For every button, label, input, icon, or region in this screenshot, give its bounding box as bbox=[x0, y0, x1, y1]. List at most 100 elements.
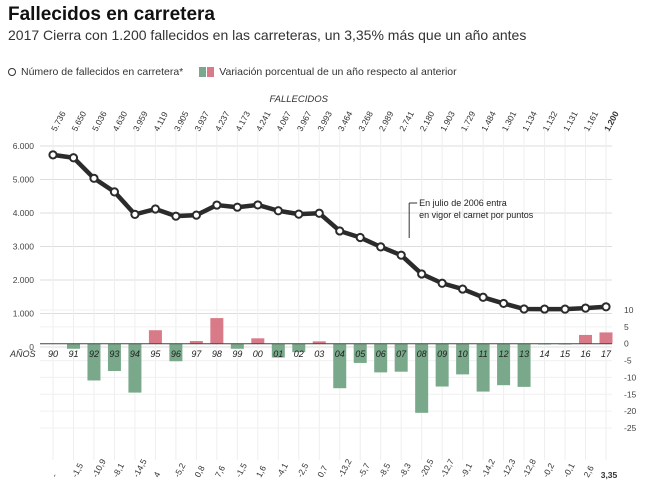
bar-value-label: 1,6 bbox=[254, 464, 269, 479]
bar bbox=[148, 330, 162, 344]
bar bbox=[476, 343, 490, 392]
line-point bbox=[580, 303, 591, 313]
bar-value-label: -12,7 bbox=[438, 457, 456, 479]
bar-value-label: -2,5 bbox=[295, 461, 311, 479]
line-value-label: 3.993 bbox=[315, 109, 334, 133]
bar-value-label: -14,5 bbox=[131, 457, 149, 479]
legend-bar-label: Variación porcentual de un año respecto … bbox=[219, 66, 457, 78]
line-series bbox=[52, 152, 607, 312]
bar bbox=[87, 343, 101, 381]
bar bbox=[374, 343, 388, 373]
x-tick-label: 06 bbox=[376, 349, 386, 359]
x-tick-label: 91 bbox=[68, 349, 78, 359]
x-tick-label: 11 bbox=[478, 349, 487, 359]
x-tick-label: 01 bbox=[273, 349, 283, 359]
chart-subtitle: 2017 Cierra con 1.200 fallecidos en las … bbox=[8, 27, 527, 43]
line-point bbox=[519, 304, 529, 314]
x-tick-label: 95 bbox=[150, 349, 161, 359]
bar-value-label: -10,9 bbox=[90, 457, 108, 479]
y-tick-label: 1.000 bbox=[13, 309, 35, 319]
line-point bbox=[376, 242, 386, 252]
y-tick-label: 5.000 bbox=[13, 175, 35, 185]
bar-value-label: 2,6 bbox=[581, 464, 596, 479]
bar bbox=[292, 343, 306, 353]
x-tick-label: 08 bbox=[417, 349, 427, 359]
line-value-label: 2.180 bbox=[418, 109, 437, 133]
bar-value-label: -1,5 bbox=[69, 461, 85, 479]
line-value-label: 1.729 bbox=[459, 109, 478, 133]
bar-value-label: 0,8 bbox=[192, 464, 207, 479]
bar bbox=[353, 343, 367, 363]
bar-value-label: -8,3 bbox=[397, 461, 413, 479]
bar bbox=[415, 343, 429, 413]
bar-value-label: 7,6 bbox=[213, 464, 228, 479]
y2-tick-label: -5 bbox=[624, 356, 632, 366]
line-point bbox=[437, 278, 447, 288]
line-point bbox=[171, 211, 181, 221]
x-tick-label: 96 bbox=[171, 349, 181, 359]
line-point bbox=[560, 304, 570, 314]
bar bbox=[107, 343, 121, 372]
x-tick-label: 99 bbox=[232, 349, 242, 359]
line-point bbox=[48, 150, 58, 160]
x-tick-label: 92 bbox=[89, 349, 99, 359]
x-tick-label: 17 bbox=[601, 349, 612, 359]
bar bbox=[66, 343, 80, 349]
line-value-label: 1.131 bbox=[561, 109, 580, 133]
y2-tick-label: 10 bbox=[624, 305, 634, 315]
top-axis-label: FALLECIDOS bbox=[270, 94, 329, 105]
y-tick-label: 6.000 bbox=[13, 141, 35, 151]
bar bbox=[169, 343, 183, 362]
bar bbox=[497, 343, 511, 386]
line-value-label: 3.959 bbox=[131, 109, 150, 133]
line-point bbox=[396, 250, 406, 260]
x-tick-label: 15 bbox=[560, 349, 571, 359]
bar-value-label: -8,1 bbox=[110, 461, 126, 479]
line-point bbox=[212, 200, 222, 210]
bar-value-label: -1,5 bbox=[233, 461, 249, 479]
bar-value-label: -5,7 bbox=[356, 461, 372, 479]
legend-line-marker-icon bbox=[8, 68, 16, 76]
line-value-label: 1.200 bbox=[602, 109, 621, 133]
line-point bbox=[109, 187, 120, 197]
line-point bbox=[498, 298, 509, 309]
line-value-label: 1.903 bbox=[438, 109, 457, 133]
x-axis-label: AÑOS bbox=[9, 349, 36, 359]
y-tick-label: 4.000 bbox=[13, 208, 35, 218]
annotation-text: En julio de 2006 entra en vigor el carnet… bbox=[419, 198, 534, 220]
bar bbox=[333, 343, 347, 389]
line-point bbox=[601, 302, 611, 312]
line-point bbox=[68, 153, 79, 163]
line-value-label: 2.989 bbox=[377, 109, 396, 133]
bar bbox=[128, 343, 142, 393]
legend-positive-swatch-icon bbox=[207, 67, 215, 77]
bar-value-label: -13,2 bbox=[336, 457, 354, 479]
line-value-label: 5.736 bbox=[49, 109, 68, 133]
y2-tick-label: 0 bbox=[624, 339, 629, 349]
bar bbox=[394, 343, 408, 372]
line-point bbox=[130, 209, 140, 219]
x-tick-label: 97 bbox=[191, 349, 202, 359]
bar bbox=[251, 338, 265, 344]
y2-tick-label: -10 bbox=[624, 372, 637, 382]
chart-title: Fallecidos en carretera bbox=[8, 4, 215, 25]
x-tick-label: 12 bbox=[499, 349, 509, 359]
y2-tick-label: -20 bbox=[624, 406, 637, 416]
line-value-label: 3.268 bbox=[356, 109, 375, 133]
x-tick-label: 07 bbox=[396, 349, 407, 359]
line-point bbox=[191, 210, 201, 220]
line-value-label: 4.119 bbox=[151, 110, 170, 133]
line-value-label: 1.161 bbox=[581, 109, 600, 133]
x-tick-label: 05 bbox=[355, 349, 366, 359]
bar-value-label: -0,2 bbox=[540, 461, 556, 479]
bar bbox=[210, 318, 224, 344]
x-tick-label: 13 bbox=[519, 349, 529, 359]
line-value-label: 3.464 bbox=[336, 109, 355, 133]
bar-value-label: 0,7 bbox=[315, 464, 330, 479]
bar-value-label: -12,8 bbox=[520, 457, 538, 479]
line-point bbox=[314, 208, 324, 218]
line-value-label: 5.650 bbox=[69, 109, 88, 133]
line-value-label: 4.630 bbox=[110, 109, 129, 133]
